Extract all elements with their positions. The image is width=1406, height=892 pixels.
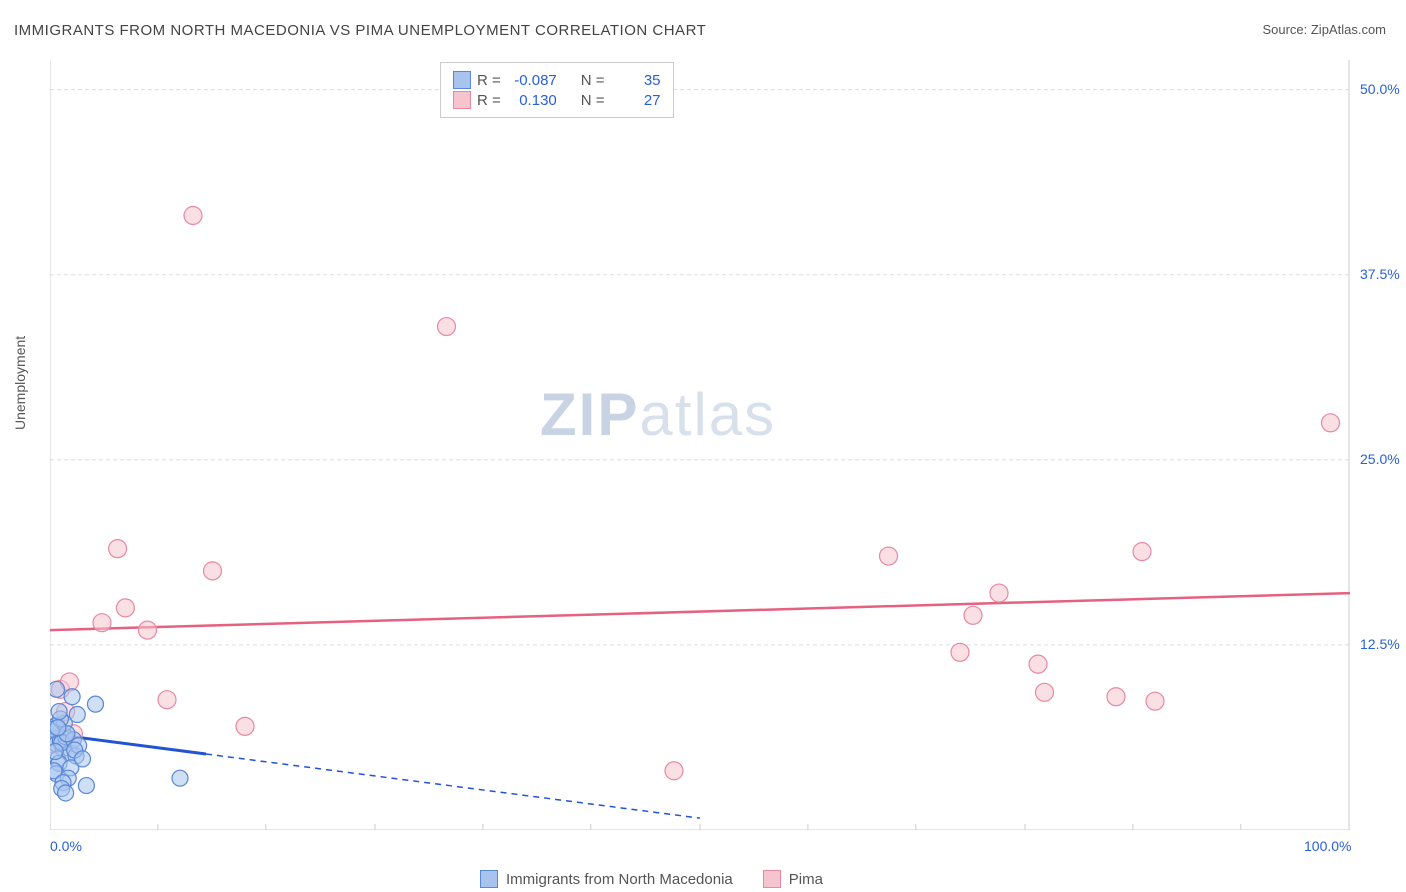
r-label: R =	[477, 72, 501, 89]
chart-title: IMMIGRANTS FROM NORTH MACEDONIA VS PIMA …	[14, 22, 706, 39]
scatter-plot	[50, 60, 1350, 830]
tick-label: 37.5%	[1360, 266, 1400, 282]
n-value-blue: 35	[611, 72, 661, 89]
legend-label-pink: Pima	[789, 871, 823, 888]
chart-container: IMMIGRANTS FROM NORTH MACEDONIA VS PIMA …	[0, 0, 1406, 892]
chart-area	[50, 60, 1350, 830]
tick-label: 100.0%	[1304, 838, 1351, 854]
n-value-pink: 27	[611, 92, 661, 109]
n-label: N =	[581, 92, 605, 109]
n-label: N =	[581, 72, 605, 89]
tick-label: 50.0%	[1360, 81, 1400, 97]
legend-item-blue: Immigrants from North Macedonia	[480, 870, 733, 888]
legend-item-pink: Pima	[763, 870, 823, 888]
legend-label-blue: Immigrants from North Macedonia	[506, 871, 733, 888]
tick-label: 0.0%	[50, 838, 82, 854]
r-label: R =	[477, 92, 501, 109]
y-axis-label: Unemployment	[12, 336, 28, 430]
legend-swatch-pink	[763, 870, 781, 888]
source-label: Source: ZipAtlas.com	[1262, 22, 1386, 37]
legend: Immigrants from North Macedonia Pima	[480, 870, 823, 888]
tick-label: 12.5%	[1360, 636, 1400, 652]
swatch-blue	[453, 71, 471, 89]
r-value-pink: 0.130	[507, 92, 557, 109]
stats-row-blue: R = -0.087 N = 35	[453, 71, 661, 89]
swatch-pink	[453, 91, 471, 109]
r-value-blue: -0.087	[507, 72, 557, 89]
stats-row-pink: R = 0.130 N = 27	[453, 91, 661, 109]
legend-swatch-blue	[480, 870, 498, 888]
tick-label: 25.0%	[1360, 451, 1400, 467]
stats-box: R = -0.087 N = 35 R = 0.130 N = 27	[440, 62, 674, 118]
